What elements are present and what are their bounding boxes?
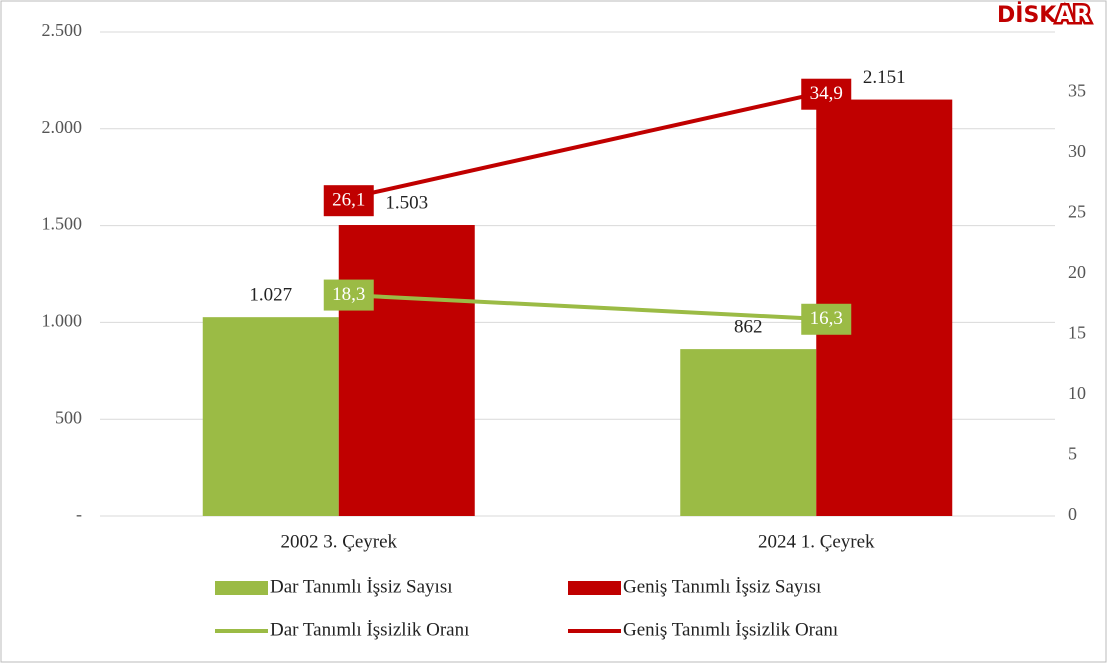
y2-tick-label: 20 xyxy=(1068,262,1086,282)
line-label-box xyxy=(801,78,852,110)
y2-tick-label: 15 xyxy=(1068,323,1086,343)
y2-tick-label: 25 xyxy=(1068,202,1086,222)
logo-part: AR xyxy=(1056,3,1090,28)
bar xyxy=(202,317,339,516)
x-tick-label: 2024 1. Çeyrek xyxy=(758,531,875,552)
bar-value-label: 1.027 xyxy=(249,285,292,306)
line-value-label: 26,1 xyxy=(332,190,365,211)
y-tick-label: 500 xyxy=(55,407,82,427)
logo: DİSKAR xyxy=(997,2,1090,28)
legend-swatch xyxy=(215,581,268,595)
y-tick-label: 2.500 xyxy=(42,20,83,40)
y2-tick-label: 5 xyxy=(1068,444,1077,464)
y2-tick-label: 30 xyxy=(1068,141,1086,161)
legend-label: Dar Tanımlı İşsiz Sayısı xyxy=(270,576,453,597)
line-label-box xyxy=(801,303,852,335)
bar-value-label: 2.151 xyxy=(863,67,906,88)
legend-swatch xyxy=(568,581,621,595)
y-tick-label: 1.500 xyxy=(42,214,83,234)
y2-tick-label: 10 xyxy=(1068,383,1086,403)
bar xyxy=(338,225,475,516)
line-value-label: 34,9 xyxy=(810,83,843,104)
line xyxy=(338,292,817,321)
line-label-box xyxy=(323,279,374,311)
legend-label: Dar Tanımlı İşsizlik Oranı xyxy=(270,619,469,640)
y-tick-label: - xyxy=(76,504,82,524)
y-tick-label: 1.000 xyxy=(42,311,83,331)
bar-value-label: 1.503 xyxy=(385,192,428,213)
line-value-label: 18,3 xyxy=(332,284,365,305)
line-value-label: 16,3 xyxy=(810,308,843,329)
y-tick-label: 2.000 xyxy=(42,117,83,137)
bar xyxy=(680,349,817,516)
x-tick-label: 2002 3. Çeyrek xyxy=(280,531,397,552)
y2-tick-label: 0 xyxy=(1068,504,1077,524)
legend-label: Geniş Tanımlı İşsizlik Oranı xyxy=(623,619,838,640)
bar-value-label: 862 xyxy=(734,316,763,337)
legend-label: Geniş Tanımlı İşsiz Sayısı xyxy=(623,576,821,597)
logo-part: DİSK xyxy=(997,2,1057,28)
line xyxy=(338,91,817,203)
y2-tick-label: 35 xyxy=(1068,81,1086,101)
line-label-box xyxy=(323,185,374,217)
